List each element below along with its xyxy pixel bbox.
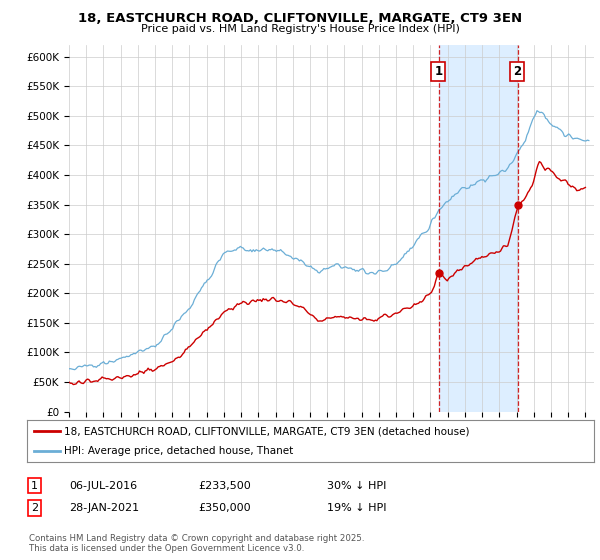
Text: 2: 2: [513, 65, 521, 78]
Text: 28-JAN-2021: 28-JAN-2021: [69, 503, 139, 513]
Text: 18, EASTCHURCH ROAD, CLIFTONVILLE, MARGATE, CT9 3EN: 18, EASTCHURCH ROAD, CLIFTONVILLE, MARGA…: [78, 12, 522, 25]
Bar: [439, 45, 518, 412]
Text: 2: 2: [31, 503, 38, 513]
Text: 19% ↓ HPI: 19% ↓ HPI: [327, 503, 386, 513]
Text: £233,500: £233,500: [198, 480, 251, 491]
Text: £350,000: £350,000: [198, 503, 251, 513]
Text: 06-JUL-2016: 06-JUL-2016: [69, 480, 137, 491]
Text: Contains HM Land Registry data © Crown copyright and database right 2025.
This d: Contains HM Land Registry data © Crown c…: [29, 534, 364, 553]
Text: HPI: Average price, detached house, Thanet: HPI: Average price, detached house, Than…: [64, 446, 293, 456]
Text: 18, EASTCHURCH ROAD, CLIFTONVILLE, MARGATE, CT9 3EN (detached house): 18, EASTCHURCH ROAD, CLIFTONVILLE, MARGA…: [64, 426, 469, 436]
Text: Price paid vs. HM Land Registry's House Price Index (HPI): Price paid vs. HM Land Registry's House …: [140, 24, 460, 34]
Text: 1: 1: [434, 65, 442, 78]
Text: 1: 1: [31, 480, 38, 491]
Text: 30% ↓ HPI: 30% ↓ HPI: [327, 480, 386, 491]
